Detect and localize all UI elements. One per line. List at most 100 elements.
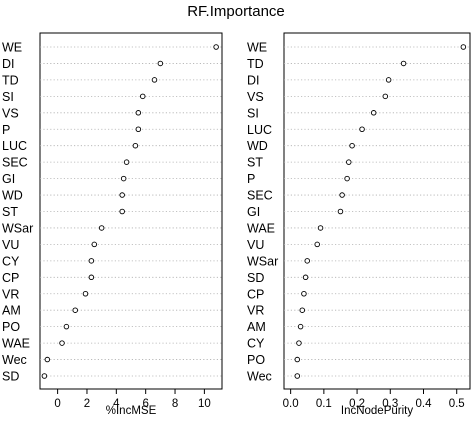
data-point	[359, 126, 365, 132]
category-label: WSar	[2, 221, 33, 235]
category-label: VU	[247, 238, 264, 252]
data-point	[123, 159, 130, 165]
x-tick-label: 8	[172, 398, 178, 410]
category-label: SI	[2, 90, 14, 104]
chart-title: RF.Importance	[187, 3, 285, 20]
category-label: AM	[2, 304, 21, 318]
category-label: DI	[2, 57, 15, 71]
category-label: CY	[247, 337, 265, 351]
category-label: VU	[2, 238, 19, 252]
plot-frame	[283, 32, 471, 390]
x-axis-title: %IncMSE	[106, 405, 157, 417]
data-point	[302, 274, 309, 281]
category-label: Wec	[2, 353, 27, 367]
data-point	[339, 192, 345, 198]
x-tick-label: 0.4	[416, 398, 433, 410]
data-point	[59, 340, 65, 346]
data-point	[370, 110, 377, 116]
x-tick-label: 0.3	[382, 398, 398, 410]
x-tick-label: 0.5	[449, 398, 465, 410]
x-tick-label: 4	[113, 398, 120, 410]
category-label: GI	[2, 172, 15, 186]
category-label: CP	[2, 271, 19, 285]
category-label: WE	[247, 41, 267, 55]
data-point	[304, 258, 311, 264]
data-point	[132, 142, 139, 149]
category-label: SD	[247, 271, 264, 285]
category-label: CY	[2, 254, 20, 268]
category-label: WAE	[2, 337, 30, 351]
data-point	[349, 142, 355, 149]
data-point	[135, 126, 142, 132]
x-axis-title: IncNodePurity	[341, 405, 413, 417]
data-point	[157, 60, 164, 67]
data-point	[151, 77, 158, 83]
data-point	[119, 192, 125, 198]
data-point	[119, 208, 125, 215]
data-point	[385, 77, 392, 83]
category-label: LUC	[2, 139, 27, 153]
category-label: LUC	[247, 123, 272, 137]
category-label: VR	[2, 287, 19, 301]
plot-frame	[39, 32, 223, 390]
data-point	[88, 258, 95, 264]
category-label: WD	[247, 139, 268, 153]
category-label: WE	[2, 41, 22, 55]
category-label: SEC	[247, 189, 273, 203]
category-label: SEC	[2, 156, 28, 170]
category-label: WAE	[247, 221, 275, 235]
category-label: VR	[247, 304, 264, 318]
data-point	[382, 93, 389, 100]
x-tick-label: 0.0	[283, 398, 299, 410]
category-label: DI	[247, 73, 260, 87]
category-label: SD	[2, 370, 19, 384]
data-point	[314, 241, 320, 248]
data-point	[120, 175, 127, 182]
data-point	[82, 291, 89, 297]
data-point	[337, 208, 344, 215]
x-tick-label: 2	[84, 398, 90, 410]
data-point	[301, 291, 307, 297]
category-label: ST	[2, 205, 18, 219]
data-point	[88, 274, 95, 281]
category-label: P	[2, 123, 10, 137]
category-label: PO	[2, 320, 20, 334]
data-point	[139, 93, 146, 100]
data-point	[41, 373, 48, 379]
x-tick-label: 10	[198, 398, 211, 410]
x-tick-label: 0.1	[316, 398, 332, 410]
category-label: TD	[247, 57, 264, 71]
data-point	[63, 323, 70, 330]
category-label: Wec	[247, 370, 272, 384]
category-label: CP	[247, 287, 264, 301]
data-point	[213, 44, 219, 50]
data-point	[98, 225, 105, 231]
data-point	[460, 44, 467, 50]
data-point	[297, 323, 304, 330]
data-point	[296, 340, 302, 346]
category-label: TD	[2, 73, 19, 87]
data-point	[294, 373, 301, 379]
category-label: ST	[247, 156, 263, 170]
x-tick-label: 0.2	[349, 398, 365, 410]
category-label: P	[247, 172, 255, 186]
data-point	[299, 307, 306, 313]
panel-incnodepurity: WE TD DI VS SI LUC WD ST P SEC GI WAE VU WSar SD CP VR AM…	[247, 32, 471, 417]
panel-incmse: WE DI TD SI VS P LUC SEC GI WD ST WSar VU CY CP VR AM PO W…	[2, 32, 223, 417]
data-point	[135, 110, 142, 116]
category-label: VS	[2, 106, 19, 120]
category-label: GI	[247, 205, 260, 219]
category-label: WSar	[247, 254, 278, 268]
category-label: SI	[247, 106, 259, 120]
data-point	[317, 225, 324, 231]
x-tick-label: 6	[142, 398, 148, 410]
data-point	[294, 356, 301, 363]
category-label: VS	[247, 90, 264, 104]
data-point	[44, 356, 51, 363]
category-label: AM	[247, 320, 266, 334]
data-point	[91, 241, 98, 248]
category-label: PO	[247, 353, 265, 367]
x-tick-label: 0	[54, 398, 60, 410]
data-point	[400, 60, 407, 67]
